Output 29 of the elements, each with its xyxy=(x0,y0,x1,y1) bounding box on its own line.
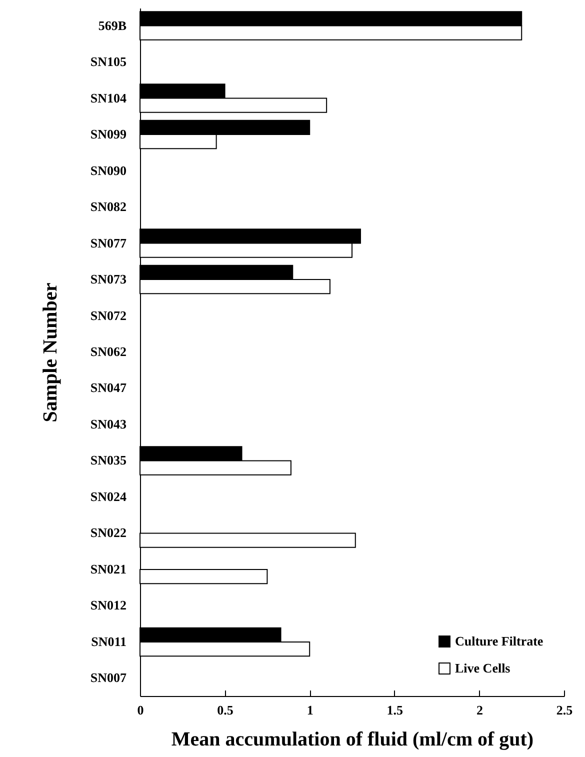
x-tick-label: 0 xyxy=(137,702,144,718)
y-tick-label: SN007 xyxy=(90,670,127,686)
x-tick-label: 2.5 xyxy=(556,702,574,718)
y-tick-label: SN105 xyxy=(90,54,127,70)
y-tick-label: 569B xyxy=(98,18,127,33)
y-tick-label: SN021 xyxy=(90,561,126,576)
y-tick-label: SN024 xyxy=(90,488,127,504)
y-tick-label: SN077 xyxy=(90,235,127,250)
y-tick-label: SN035 xyxy=(90,452,127,468)
x-tick-label: 1.5 xyxy=(386,702,404,718)
y-tick-label: SN022 xyxy=(90,525,126,540)
x-tick-label: 1 xyxy=(306,702,314,718)
legend-label: Culture Filtrate xyxy=(455,634,544,648)
y-tick-label: SN073 xyxy=(90,272,127,287)
y-tick-label: SN043 xyxy=(90,416,127,432)
x-tick-label: 2 xyxy=(476,702,483,718)
y-tick-label: SN090 xyxy=(90,162,126,178)
y-tick-label: SN082 xyxy=(90,199,126,214)
y-tick-label: SN047 xyxy=(90,380,127,396)
y-tick-label: SN072 xyxy=(90,308,126,323)
legend-label: Live Cells xyxy=(455,660,510,676)
y-tick-label: SN104 xyxy=(90,90,127,106)
y-tick-label: SN012 xyxy=(90,598,126,613)
y-axis-title: Sample Number xyxy=(39,282,62,422)
x-tick-label: 0.5 xyxy=(217,702,234,718)
y-tick-label: SN062 xyxy=(90,344,126,359)
x-axis-title: Mean accumulation of fluid (ml/cm of gut) xyxy=(171,728,534,750)
y-tick-label: SN099 xyxy=(90,126,127,142)
y-tick-label: SN011 xyxy=(91,634,126,649)
